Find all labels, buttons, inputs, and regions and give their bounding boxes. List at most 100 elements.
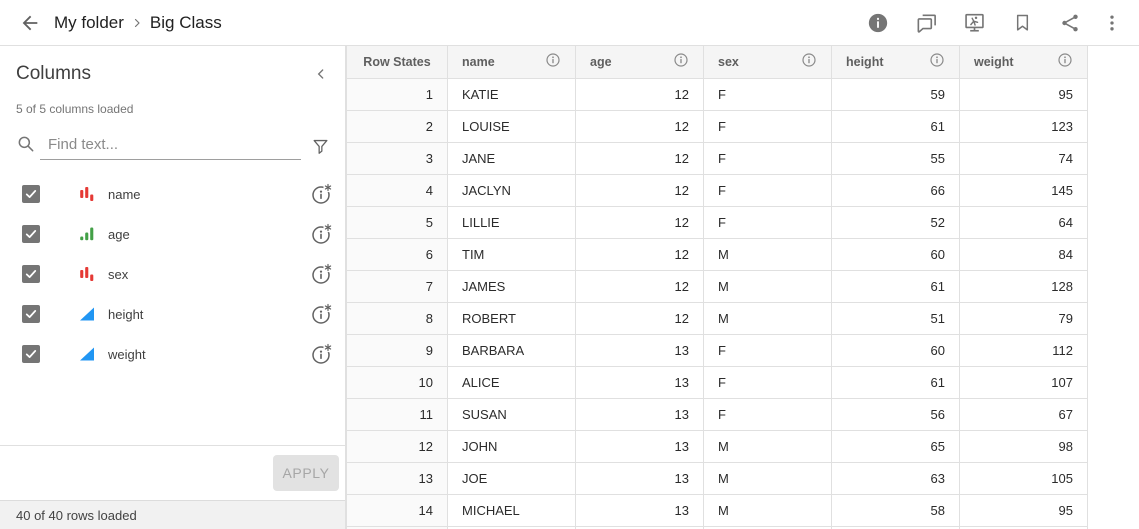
table-cell: 55	[831, 142, 960, 175]
table-cell: LILLIE	[447, 206, 576, 239]
table-cell: 105	[959, 462, 1088, 495]
table-cell: 123	[959, 110, 1088, 143]
table-row[interactable]: 11 SUSAN 13 F 56 67	[346, 398, 1088, 431]
table-cell: LOUISE	[447, 110, 576, 143]
table-cell: 64	[959, 206, 1088, 239]
column-header-info-button[interactable]	[929, 52, 945, 71]
table-row[interactable]: 6 TIM 12 M 60 84	[346, 238, 1088, 271]
column-info-button[interactable]	[309, 221, 335, 247]
table-cell: 58	[831, 494, 960, 527]
table-cell: 61	[831, 366, 960, 399]
header-info-icon	[1058, 53, 1072, 67]
info-filled-icon	[868, 13, 888, 32]
info-button[interactable]	[859, 4, 897, 42]
table-cell: M	[703, 270, 832, 303]
table-cell: 12	[575, 238, 704, 271]
more-menu-button[interactable]	[1099, 4, 1125, 42]
table-row[interactable]: 14 MICHAEL 13 M 58 95	[346, 494, 1088, 527]
column-label: age	[108, 226, 130, 242]
breadcrumb: My folder Big Class	[54, 13, 222, 33]
table-row[interactable]: 8 ROBERT 12 M 51 79	[346, 302, 1088, 335]
table-row[interactable]: 13 JOE 13 M 63 105	[346, 462, 1088, 495]
column-header-info-button[interactable]	[545, 52, 561, 71]
table-cell: F	[703, 206, 832, 239]
row-state-cell: 5	[346, 206, 448, 239]
search-icon	[16, 134, 40, 159]
table-cell: F	[703, 366, 832, 399]
column-checkbox[interactable]	[22, 305, 40, 323]
column-info-button[interactable]	[309, 301, 335, 327]
find-text-input[interactable]	[40, 132, 301, 160]
column-checkbox[interactable]	[22, 265, 40, 283]
table-row[interactable]: 7 JAMES 12 M 61 128	[346, 270, 1088, 303]
interactive-report-button[interactable]	[955, 4, 993, 42]
table-cell: 74	[959, 142, 1088, 175]
table-row[interactable]	[346, 526, 1088, 529]
table-row[interactable]: 2 LOUISE 12 F 61 123	[346, 110, 1088, 143]
column-info-button[interactable]	[309, 341, 335, 367]
column-checkbox[interactable]	[22, 225, 40, 243]
table-row[interactable]: 1 KATIE 12 F 59 95	[346, 78, 1088, 111]
table-cell: 56	[831, 398, 960, 431]
table-cell: JOHN	[447, 430, 576, 463]
table-cell: MICHAEL	[447, 494, 576, 527]
column-info-button[interactable]	[309, 181, 335, 207]
table-cell	[575, 526, 704, 529]
table-cell: 13	[575, 494, 704, 527]
column-header-height[interactable]: height	[831, 46, 960, 79]
table-row[interactable]: 3 JANE 12 F 55 74	[346, 142, 1088, 175]
nominal-type-icon	[80, 267, 94, 281]
column-header-info-button[interactable]	[1057, 52, 1073, 71]
header-info-icon	[546, 53, 560, 67]
table-row[interactable]: 12 JOHN 13 M 65 98	[346, 430, 1088, 463]
table-cell: F	[703, 334, 832, 367]
bookmark-button[interactable]	[1003, 4, 1041, 42]
column-header-info-button[interactable]	[673, 52, 689, 71]
row-state-cell: 4	[346, 174, 448, 207]
columns-loaded-status: 5 of 5 columns loaded	[16, 102, 134, 116]
bookmark-icon	[1016, 14, 1028, 31]
table-row[interactable]: 5 LILLIE 12 F 52 64	[346, 206, 1088, 239]
table-cell: ALICE	[447, 366, 576, 399]
column-list-item-sex: sex	[0, 254, 345, 294]
column-checkbox[interactable]	[22, 345, 40, 363]
table-row[interactable]: 9 BARBARA 13 F 60 112	[346, 334, 1088, 367]
monitor-person-icon	[964, 13, 984, 32]
table-cell: 84	[959, 238, 1088, 271]
column-checkbox[interactable]	[22, 185, 40, 203]
table-row[interactable]: 10 ALICE 13 F 61 107	[346, 366, 1088, 399]
column-header-info-button[interactable]	[801, 52, 817, 71]
table-cell: 95	[959, 494, 1088, 527]
collapse-panel-button[interactable]	[307, 60, 335, 88]
apply-button[interactable]: APPLY	[273, 455, 339, 491]
column-header-weight[interactable]: weight	[959, 46, 1088, 79]
row-state-cell: 11	[346, 398, 448, 431]
column-info-icon	[312, 262, 333, 284]
share-button[interactable]	[1051, 4, 1089, 42]
table-cell: JANE	[447, 142, 576, 175]
table-cell: BARBARA	[447, 334, 576, 367]
table-cell: 61	[831, 270, 960, 303]
breadcrumb-parent[interactable]: My folder	[54, 12, 124, 32]
table-cell: 95	[959, 78, 1088, 111]
column-info-button[interactable]	[309, 261, 335, 287]
row-state-cell: 3	[346, 142, 448, 175]
table-cell: M	[703, 430, 832, 463]
back-button[interactable]	[14, 7, 46, 39]
table-cell: 13	[575, 398, 704, 431]
table-cell: 66	[831, 174, 960, 207]
checkmark-icon	[25, 190, 37, 198]
data-grid: Row States name age sex height weight 1 KA…	[346, 46, 1139, 529]
filter-button[interactable]	[305, 137, 335, 156]
table-cell	[831, 526, 960, 529]
column-header-age[interactable]: age	[575, 46, 704, 79]
row-state-cell: 7	[346, 270, 448, 303]
column-header-Row States[interactable]: Row States	[346, 46, 448, 79]
column-header-sex[interactable]: sex	[703, 46, 832, 79]
row-state-cell: 2	[346, 110, 448, 143]
comments-button[interactable]	[907, 4, 945, 42]
rows-loaded-status: 40 of 40 rows loaded	[0, 500, 345, 529]
table-row[interactable]: 4 JACLYN 12 F 66 145	[346, 174, 1088, 207]
table-cell: F	[703, 398, 832, 431]
column-header-name[interactable]: name	[447, 46, 576, 79]
